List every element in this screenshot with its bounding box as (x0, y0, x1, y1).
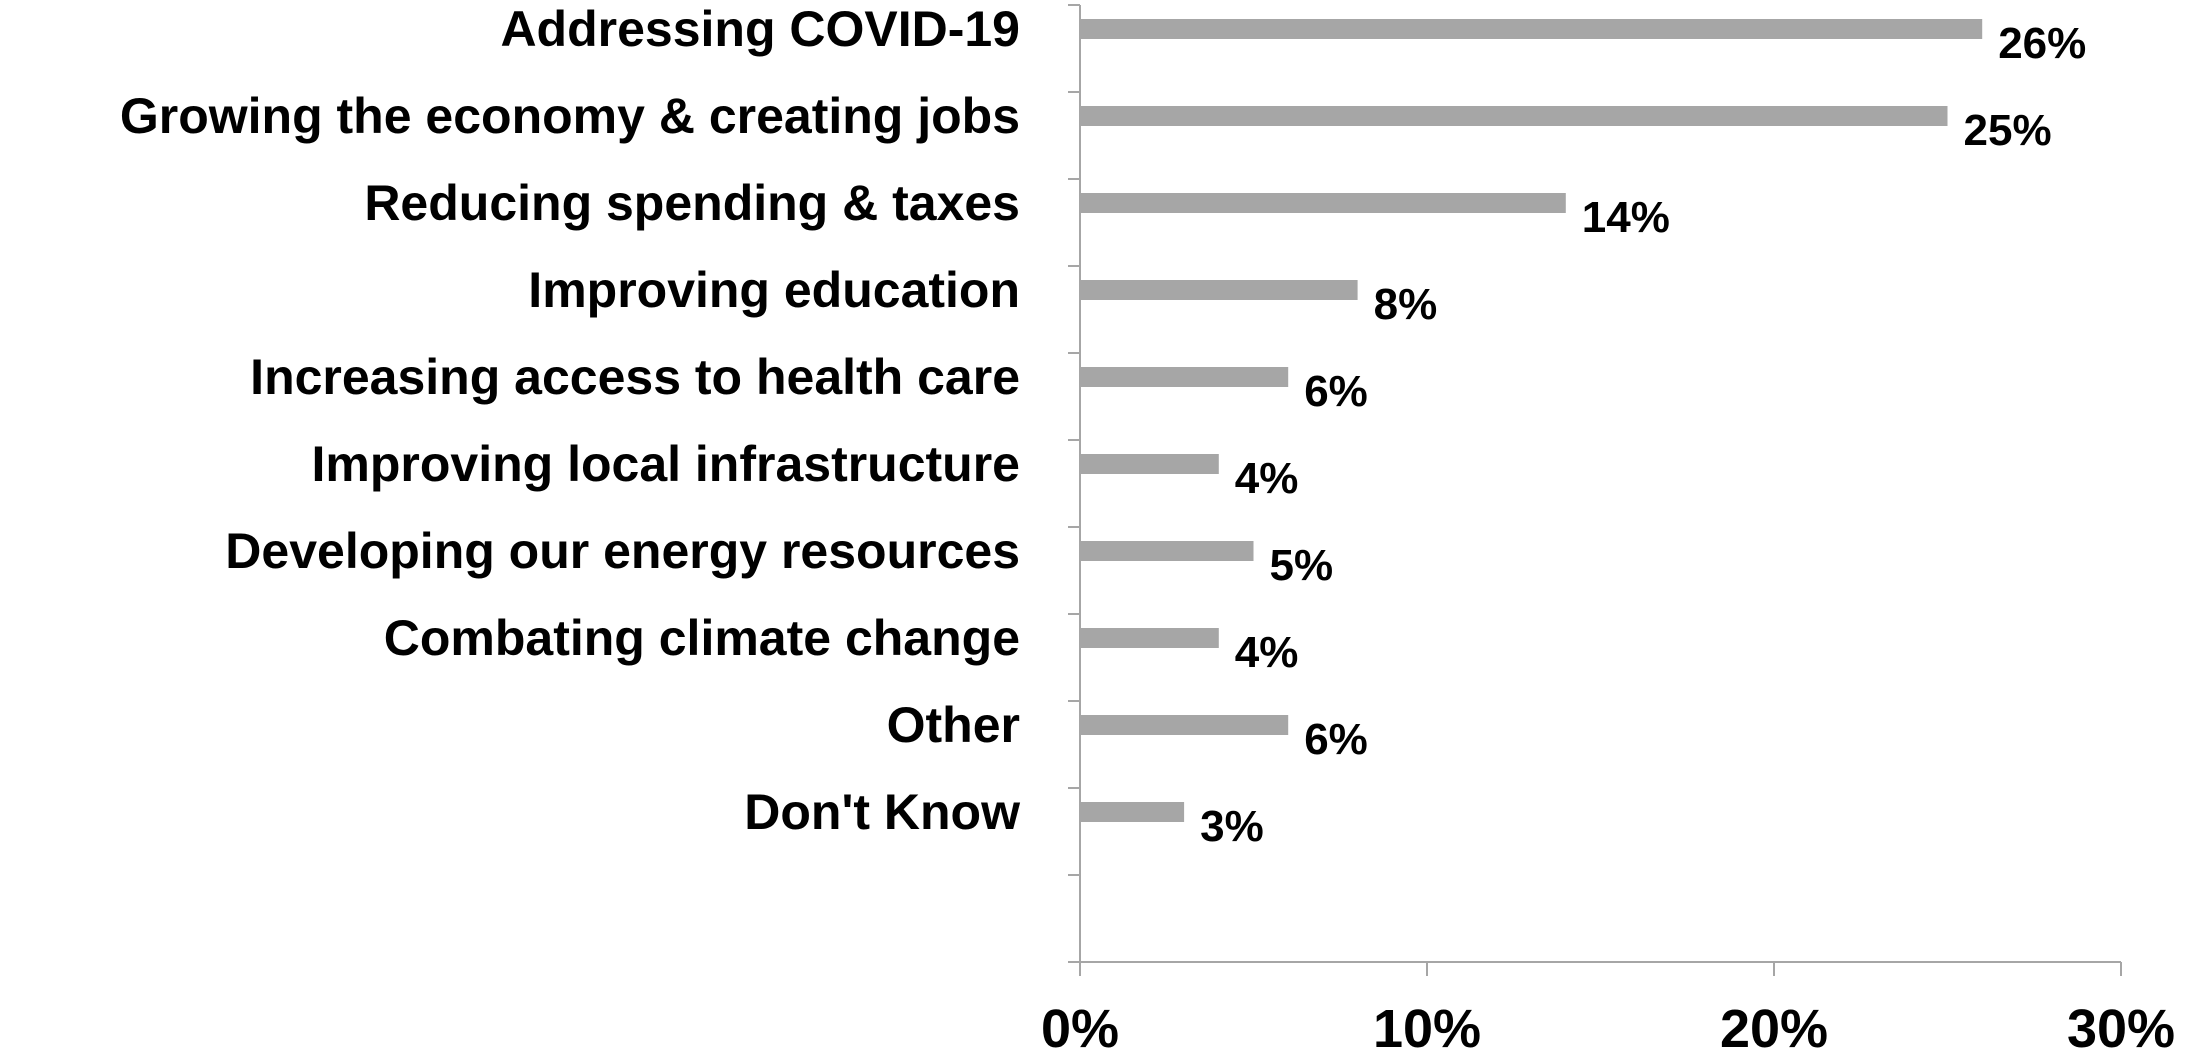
bar-growing-the-economy-creating-jobs (1080, 106, 1948, 126)
category-label-combating-climate-change: Combating climate change (384, 610, 1020, 666)
category-label-improving-education: Improving education (528, 262, 1020, 318)
category-label-increasing-access-to-health-care: Increasing access to health care (250, 349, 1020, 405)
bar-other (1080, 715, 1289, 735)
value-label-improving-education: 8% (1374, 280, 1438, 329)
bar-addressing-covid-19 (1080, 19, 1983, 39)
x-tick-label: 0% (1041, 999, 1119, 1059)
bar-increasing-access-to-health-care (1080, 367, 1289, 387)
value-label-reducing-spending-taxes: 14% (1582, 193, 1670, 242)
value-label-improving-local-infrastructure: 4% (1235, 454, 1299, 503)
bar-don-t-know (1080, 802, 1185, 822)
value-label-don-t-know: 3% (1200, 802, 1264, 851)
category-label-improving-local-infrastructure: Improving local infrastructure (312, 436, 1020, 492)
bar-reducing-spending-taxes (1080, 193, 1566, 213)
value-label-developing-our-energy-resources: 5% (1270, 541, 1334, 590)
x-tick-label: 20% (1720, 999, 1828, 1059)
bars (1080, 19, 1983, 822)
category-label-other: Other (887, 697, 1020, 753)
category-label-reducing-spending-taxes: Reducing spending & taxes (364, 175, 1020, 231)
x-tick-label: 10% (1373, 999, 1481, 1059)
x-tick-label: 30% (2067, 999, 2175, 1059)
value-label-combating-climate-change: 4% (1235, 628, 1299, 677)
x-tick-labels: 0% 10% 20% 30% (1041, 999, 2175, 1059)
bar-improving-local-infrastructure (1080, 454, 1219, 474)
category-labels: Addressing COVID-19 Growing the economy &… (120, 1, 1020, 840)
category-label-don-t-know: Don't Know (744, 784, 1020, 840)
bar-combating-climate-change (1080, 628, 1219, 648)
bar-developing-our-energy-resources (1080, 541, 1254, 561)
value-label-other: 6% (1304, 715, 1368, 764)
category-label-developing-our-energy-resources: Developing our energy resources (225, 523, 1020, 579)
value-label-growing-the-economy-creating-jobs: 25% (1964, 106, 2052, 155)
value-label-increasing-access-to-health-care: 6% (1304, 367, 1368, 416)
category-label-growing-the-economy-creating-jobs: Growing the economy & creating jobs (120, 88, 1020, 144)
bar-improving-education (1080, 280, 1358, 300)
value-label-addressing-covid-19: 26% (1998, 19, 2086, 68)
value-labels: 26%25%14%8%6%4%5%4%6%3% (1200, 19, 2086, 851)
category-label-addressing-covid-19: Addressing COVID-19 (500, 1, 1020, 57)
